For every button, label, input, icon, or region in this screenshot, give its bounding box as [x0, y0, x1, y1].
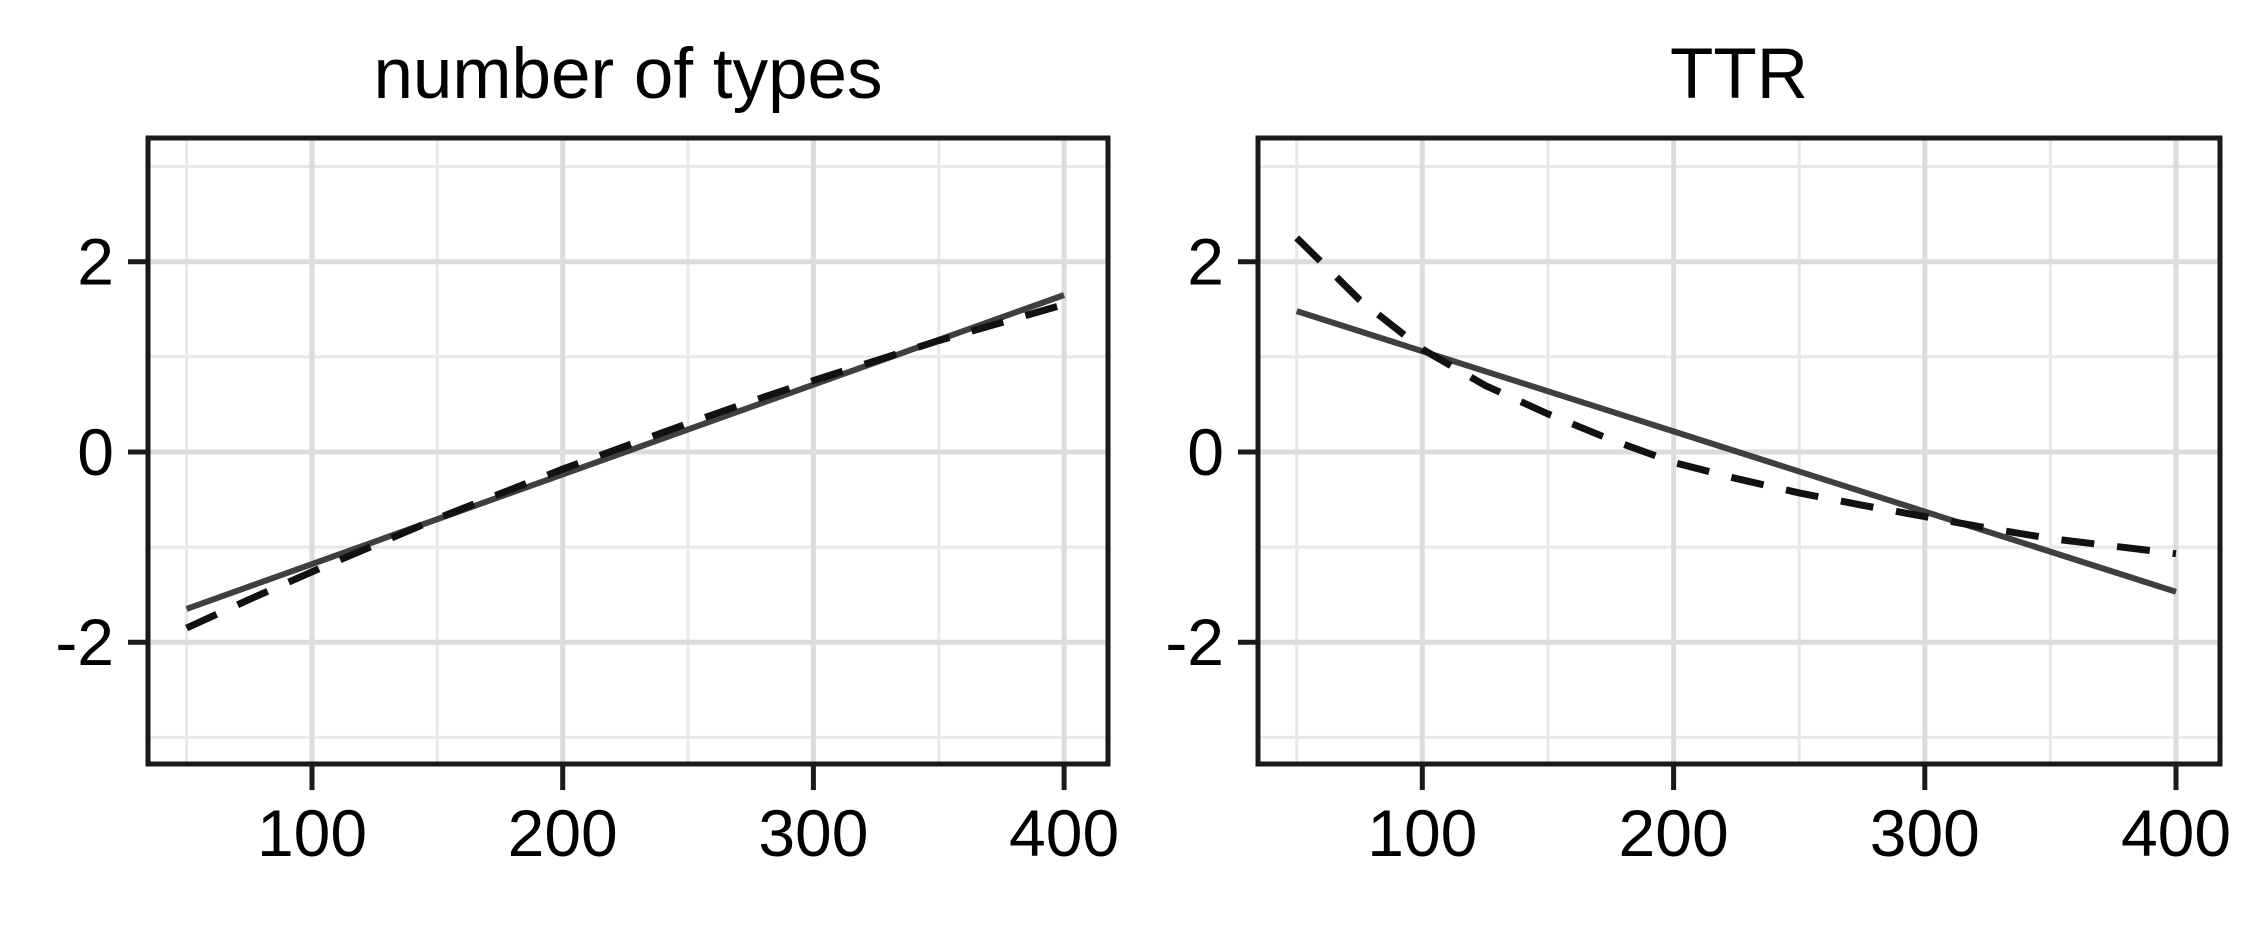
- dashed-series-line: [185, 301, 1066, 632]
- dashed-series-line: [1294, 235, 2177, 558]
- chart-title: TTR: [1670, 35, 1808, 114]
- chart-panel-ttr: 100 200 300 400 2 0 -2 TTR: [1165, 35, 2231, 870]
- x-axis-tick-label: 100: [257, 796, 367, 870]
- x-axis-tick-label: 400: [2121, 796, 2231, 870]
- series-group: [185, 292, 1066, 632]
- y-axis-tick-label: 2: [1187, 225, 1224, 299]
- chart-title: number of types: [373, 35, 882, 114]
- y-axis-tick-label: 0: [77, 415, 114, 489]
- x-axis-tick-label: 300: [1870, 796, 1980, 870]
- x-axis-tick-label: 100: [1367, 796, 1477, 870]
- x-axis-tick-label: 200: [508, 796, 618, 870]
- x-axis-tick-label: 400: [1009, 796, 1119, 870]
- chart-panel-number-of-types: 100 200 300 400 2 0 -2 number of types: [55, 35, 1119, 870]
- y-axis-tick-label: 2: [77, 225, 114, 299]
- y-axis-tick-label: -2: [1165, 605, 1224, 679]
- solid-series-line: [185, 292, 1066, 612]
- y-axis-tick-label: 0: [1187, 415, 1224, 489]
- series-group: [1294, 235, 2177, 595]
- x-axis-tick-label: 300: [758, 796, 868, 870]
- x-axis-tick-label: 200: [1619, 796, 1729, 870]
- y-axis-tick-label: -2: [55, 605, 114, 679]
